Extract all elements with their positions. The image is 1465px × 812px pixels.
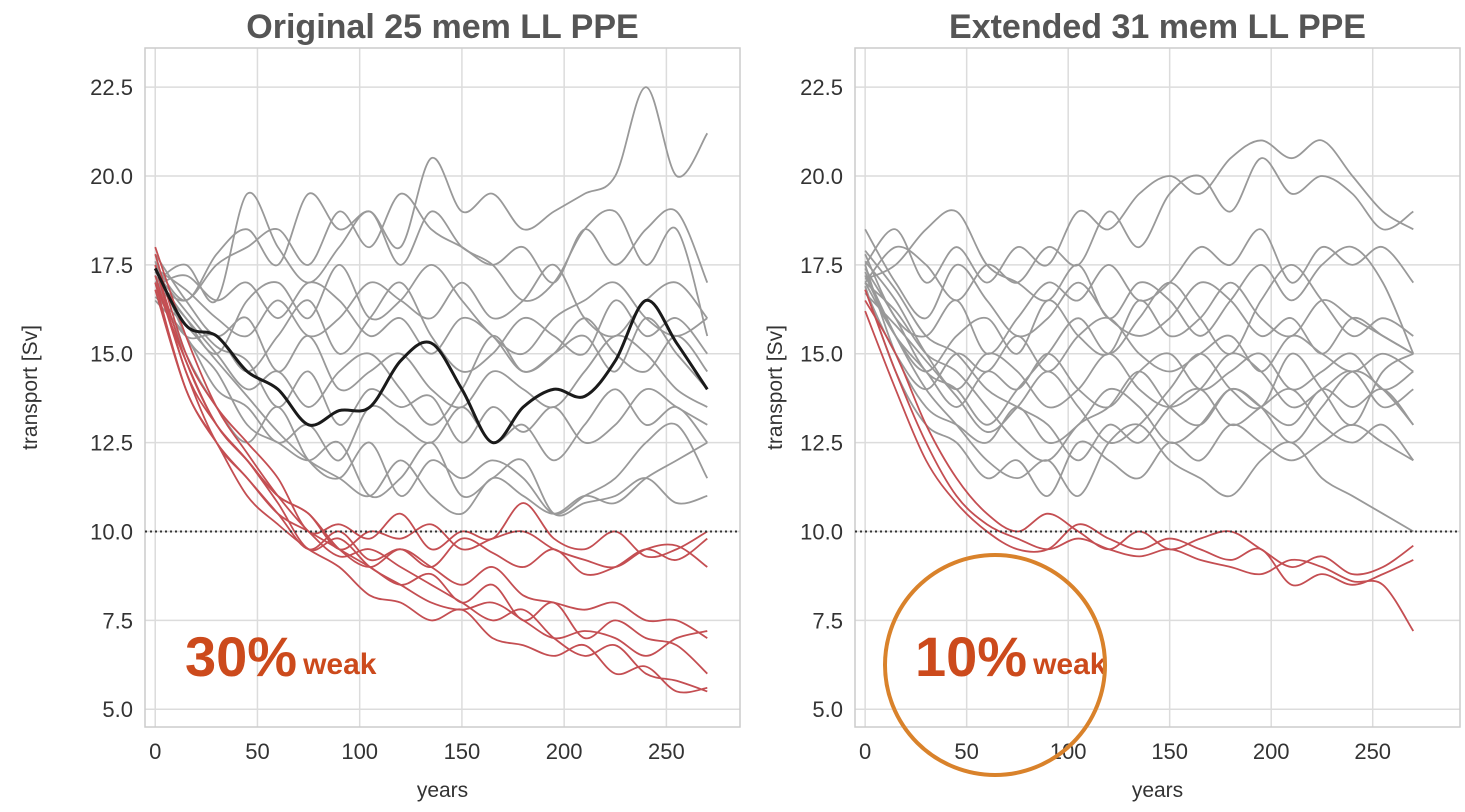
series-line [154, 192, 709, 302]
series-line [154, 263, 708, 356]
y-tick-label: 12.5 [800, 431, 843, 456]
series-line [154, 271, 708, 444]
x-axis-label: years [417, 779, 468, 802]
y-tick-label: 7.5 [102, 608, 133, 633]
series-line [864, 310, 1414, 587]
y-tick-label: 15.0 [90, 342, 133, 367]
series-line [864, 281, 1414, 462]
annotation: 10% [915, 625, 1027, 688]
y-tick-label: 7.5 [812, 608, 843, 633]
highlight-circle [883, 553, 1107, 777]
x-tick-label: 150 [444, 739, 481, 764]
x-tick-label: 250 [648, 739, 685, 764]
y-tick-label: 5.0 [812, 697, 843, 722]
series-line [154, 282, 708, 426]
y-axis-label: transport [Sv] [764, 325, 787, 450]
x-axis-label: years [1132, 779, 1183, 802]
series-line [154, 282, 708, 694]
x-tick-label: 250 [1354, 739, 1391, 764]
series-line [864, 275, 1414, 373]
series-line [864, 139, 1414, 284]
y-tick-label: 10.0 [800, 519, 843, 544]
y-tick-label: 10.0 [90, 519, 133, 544]
x-tick-label: 50 [245, 739, 269, 764]
y-axis-label: transport [Sv] [19, 325, 42, 450]
x-tick-label: 200 [546, 739, 583, 764]
y-tick-label: 12.5 [90, 431, 133, 456]
series-line [864, 228, 1414, 355]
y-tick-label: 22.5 [800, 75, 843, 100]
series-line [154, 274, 708, 390]
series-line [154, 246, 708, 693]
series-line [154, 275, 709, 515]
annotation: 30% [185, 625, 297, 688]
series-line [154, 86, 709, 302]
y-tick-label: 15.0 [800, 342, 843, 367]
series-line [864, 209, 1415, 355]
y-tick-label: 20.0 [800, 164, 843, 189]
series-line [154, 253, 708, 558]
chart-title: Original 25 mem LL PPE [246, 8, 638, 46]
series-line [154, 264, 708, 569]
series-line [154, 264, 708, 657]
series-line [864, 285, 1414, 497]
series-line [864, 263, 1414, 426]
series-line [154, 289, 708, 675]
plot-frame [144, 47, 741, 728]
series-line [154, 191, 709, 337]
x-tick-label: 200 [1253, 739, 1290, 764]
series-line [154, 260, 708, 517]
x-tick-label: 100 [341, 739, 378, 764]
series-line [864, 299, 1414, 576]
annotation-small: weak [302, 648, 377, 681]
y-tick-label: 5.0 [102, 697, 133, 722]
series-line [864, 292, 1414, 444]
y-tick-label: 20.0 [90, 164, 133, 189]
plot-frame [854, 47, 1461, 728]
series-line [864, 250, 1415, 462]
x-tick-label: 50 [954, 739, 978, 764]
x-tick-label: 0 [149, 739, 161, 764]
y-tick-label: 17.5 [800, 253, 843, 278]
chart-title: Extended 31 mem LL PPE [949, 8, 1366, 46]
x-tick-label: 100 [1050, 739, 1087, 764]
series-line [153, 267, 709, 445]
series-line [864, 289, 1415, 632]
y-tick-label: 17.5 [90, 253, 133, 278]
series-line [154, 296, 708, 516]
x-tick-label: 150 [1151, 739, 1188, 764]
x-tick-label: 0 [859, 739, 871, 764]
series-line [864, 289, 1414, 391]
y-tick-label: 22.5 [90, 75, 133, 100]
annotation-small: weak [1032, 648, 1107, 681]
series-line [154, 263, 708, 338]
